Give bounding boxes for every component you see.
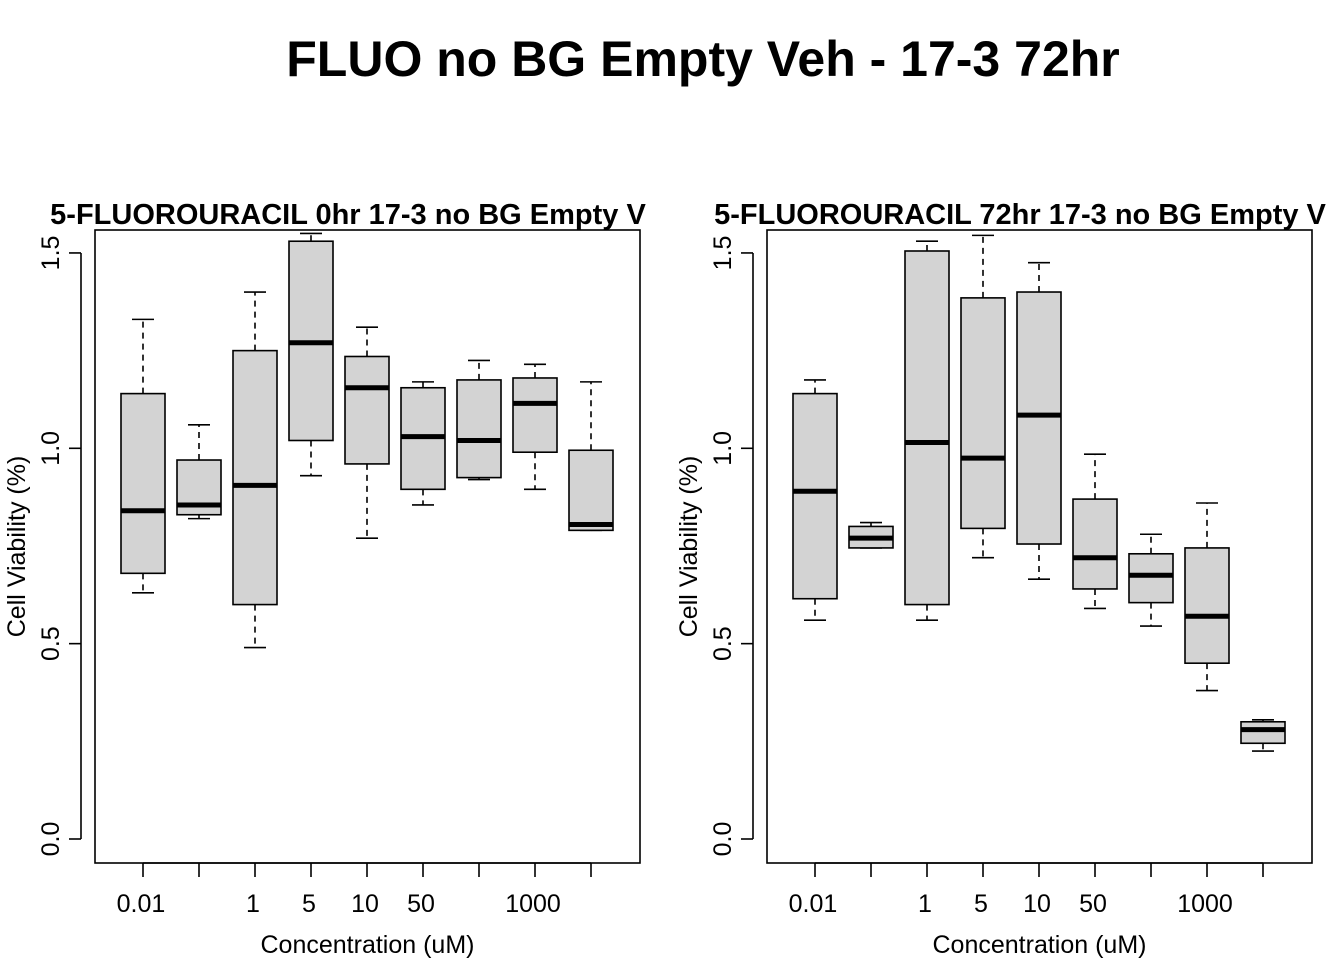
box-body bbox=[1072, 498, 1118, 590]
x-axis: 0.01 1 5 10 50 1000 bbox=[789, 862, 1264, 918]
box-body bbox=[344, 355, 390, 465]
box-body bbox=[512, 377, 558, 454]
box-body bbox=[456, 379, 502, 479]
box-body bbox=[1184, 547, 1230, 664]
y-tick-label: 1.5 bbox=[37, 236, 65, 271]
box-3 bbox=[904, 240, 950, 622]
box-7 bbox=[456, 359, 502, 481]
y-tick-label: 1.0 bbox=[709, 431, 737, 466]
y-tick-label: 1.5 bbox=[709, 236, 737, 271]
panel-title: 5-FLUOROURACIL 0hr 17-3 no BG Empty V bbox=[50, 199, 646, 231]
y-tick-label: 1.0 bbox=[37, 431, 65, 466]
x-tick-label: 1000 bbox=[1177, 890, 1233, 918]
y-tick-label: 0.0 bbox=[709, 822, 737, 857]
y-tick-label: 0.5 bbox=[37, 626, 65, 661]
x-tick-label: 1 bbox=[918, 890, 932, 918]
box-body bbox=[1240, 720, 1286, 745]
box-8 bbox=[512, 363, 558, 491]
plot-frame bbox=[94, 229, 641, 864]
x-tick-label: 5 bbox=[302, 890, 316, 918]
plot-area bbox=[792, 234, 1286, 752]
box-1 bbox=[120, 318, 166, 594]
box-3 bbox=[232, 291, 278, 649]
x-axis-label: Concentration (uM) bbox=[261, 931, 475, 959]
box-6 bbox=[1072, 453, 1118, 610]
x-tick-label: 50 bbox=[407, 890, 435, 918]
x-tick-label: 50 bbox=[1079, 890, 1107, 918]
box-body bbox=[1016, 291, 1062, 545]
box-4 bbox=[288, 232, 334, 477]
box-6 bbox=[400, 381, 446, 506]
box-2 bbox=[176, 424, 222, 520]
box-1 bbox=[792, 379, 838, 622]
box-5 bbox=[344, 326, 390, 539]
figure-title: FLUO no BG Empty Veh - 17-3 72hr bbox=[286, 31, 1120, 87]
box-body bbox=[232, 349, 278, 606]
box-body bbox=[792, 392, 838, 600]
y-axis-label: Cell Viability (%) bbox=[675, 456, 703, 638]
panel-1: 0.0 0.5 1.0 1.5 0.01 1 5 10 50 1000 Concentration … bbox=[3, 199, 646, 959]
y-axis-label: Cell Viability (%) bbox=[3, 456, 31, 638]
y-tick-label: 0.5 bbox=[709, 626, 737, 661]
x-tick-label: 0.01 bbox=[789, 890, 838, 918]
x-axis: 0.01 1 5 10 50 1000 bbox=[117, 862, 592, 918]
box-body bbox=[960, 297, 1006, 530]
y-axis: 0.0 0.5 1.0 1.5 bbox=[37, 236, 82, 857]
box-7 bbox=[1128, 533, 1174, 627]
plot-area bbox=[120, 232, 614, 649]
x-axis-label: Concentration (uM) bbox=[933, 931, 1147, 959]
x-tick-label: 10 bbox=[1023, 890, 1051, 918]
box-5 bbox=[1016, 261, 1062, 580]
y-axis: 0.0 0.5 1.0 1.5 bbox=[709, 236, 754, 857]
x-tick-label: 10 bbox=[351, 890, 379, 918]
box-8 bbox=[1184, 502, 1230, 692]
x-tick-label: 1000 bbox=[505, 890, 561, 918]
box-9 bbox=[1240, 719, 1286, 752]
x-tick-label: 0.01 bbox=[117, 890, 166, 918]
box-body bbox=[568, 449, 614, 532]
box-4 bbox=[960, 234, 1006, 559]
box-body bbox=[904, 250, 950, 606]
y-tick-label: 0.0 bbox=[37, 822, 65, 857]
panel-title: 5-FLUOROURACIL 72hr 17-3 no BG Empty V bbox=[714, 199, 1326, 231]
box-9 bbox=[568, 381, 614, 532]
x-tick-label: 5 bbox=[974, 890, 988, 918]
panel-2: 0.0 0.5 1.0 1.5 0.01 1 5 10 50 1000 Concentration … bbox=[675, 199, 1327, 959]
x-tick-label: 1 bbox=[246, 890, 260, 918]
box-2 bbox=[848, 521, 894, 549]
box-body bbox=[120, 392, 166, 575]
box-body bbox=[1128, 552, 1174, 604]
